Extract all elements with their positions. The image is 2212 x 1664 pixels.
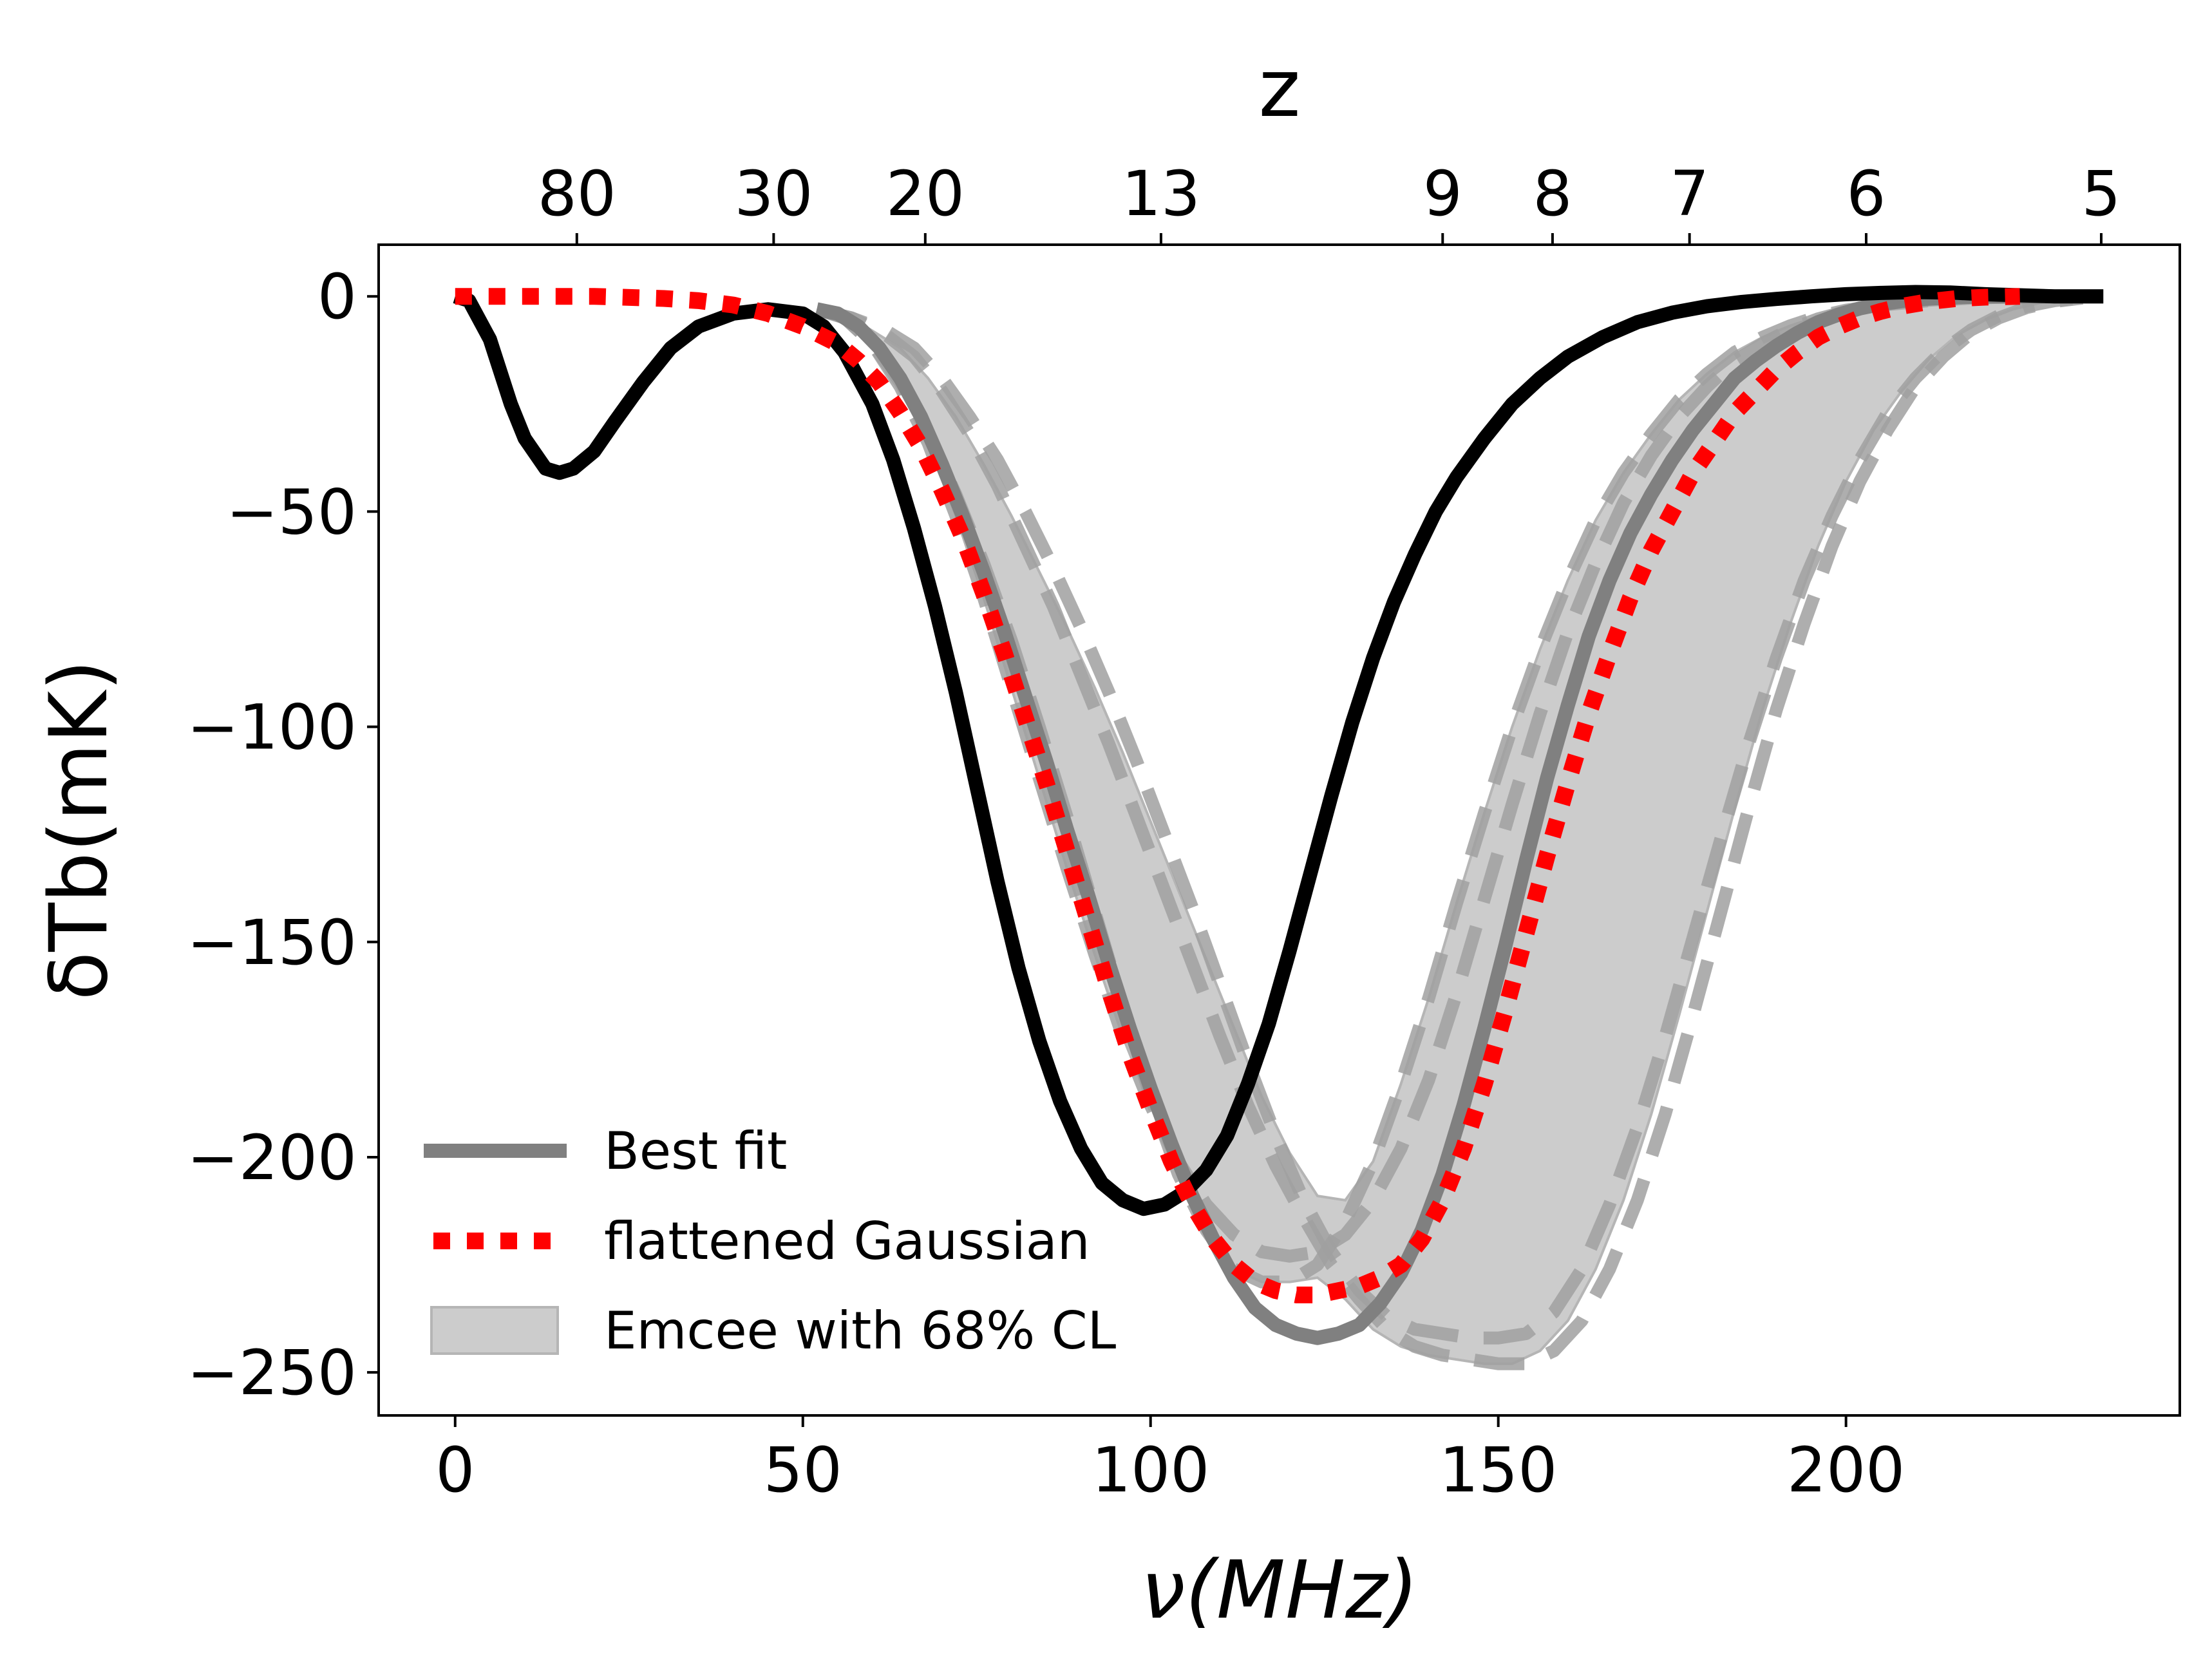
y-axis-ticks: 0 −50 −100 −150 −200 −250 xyxy=(187,261,379,1409)
top-tick-label: 13 xyxy=(1122,158,1200,230)
series-layer xyxy=(453,285,2104,1345)
y-axis-title: δTb(mK) xyxy=(33,659,126,1000)
x-tick-label: 0 xyxy=(435,1434,475,1506)
top-tick-label: 9 xyxy=(1423,158,1462,230)
y-tick-label: −150 xyxy=(187,907,357,979)
top-tick-label: 5 xyxy=(2081,158,2121,230)
top-tick-label: 30 xyxy=(734,158,813,230)
x-tick-label: 100 xyxy=(1092,1434,1209,1506)
top-tick-label: 20 xyxy=(886,158,965,230)
legend-label: Emcee with 68% CL xyxy=(604,1301,1117,1361)
band-edge-dashed-line-5 xyxy=(815,290,2069,1263)
x-axis-ticks: 0 50 100 150 200 xyxy=(435,1415,1905,1506)
legend-item: Emcee with 68% CL xyxy=(430,1301,1117,1361)
plot-frame xyxy=(377,243,2181,1417)
legend: Best fit flattened Gaussian Emcee with 68%… xyxy=(424,1121,1117,1361)
black-model-line xyxy=(453,285,2104,1216)
x-tick-label: 150 xyxy=(1439,1434,1557,1506)
x-tick-label: 200 xyxy=(1787,1434,1905,1506)
top-tick-label: 80 xyxy=(538,158,616,230)
legend-label: flattened Gaussian xyxy=(604,1211,1090,1271)
legend-swatch-emcee xyxy=(430,1306,559,1355)
y-tick-label: −100 xyxy=(187,692,357,764)
top-tick-label: 8 xyxy=(1533,158,1572,230)
y-tick-label: −250 xyxy=(187,1337,357,1409)
x-tick-label: 50 xyxy=(764,1434,842,1506)
top-axis-title: z xyxy=(1258,43,1300,135)
top-axis-ticks: 80 30 20 13 9 8 7 6 5 xyxy=(538,158,2121,245)
flattened-gaussian-line xyxy=(455,288,2020,1303)
top-tick-label: 7 xyxy=(1670,158,1709,230)
y-tick-label: −50 xyxy=(226,476,357,548)
y-tick-label: −200 xyxy=(187,1122,357,1194)
band-edge-dashed-line-6 xyxy=(815,291,2083,1345)
top-tick-label: 6 xyxy=(1846,158,1886,230)
plot-area xyxy=(453,285,2104,1370)
x-axis-title: ν(MHz) xyxy=(1140,1544,1418,1637)
legend-label: Best fit xyxy=(604,1121,787,1181)
legend-item: flattened Gaussian xyxy=(433,1211,1090,1271)
y-tick-label: 0 xyxy=(317,261,357,333)
legend-item: Best fit xyxy=(424,1121,787,1181)
